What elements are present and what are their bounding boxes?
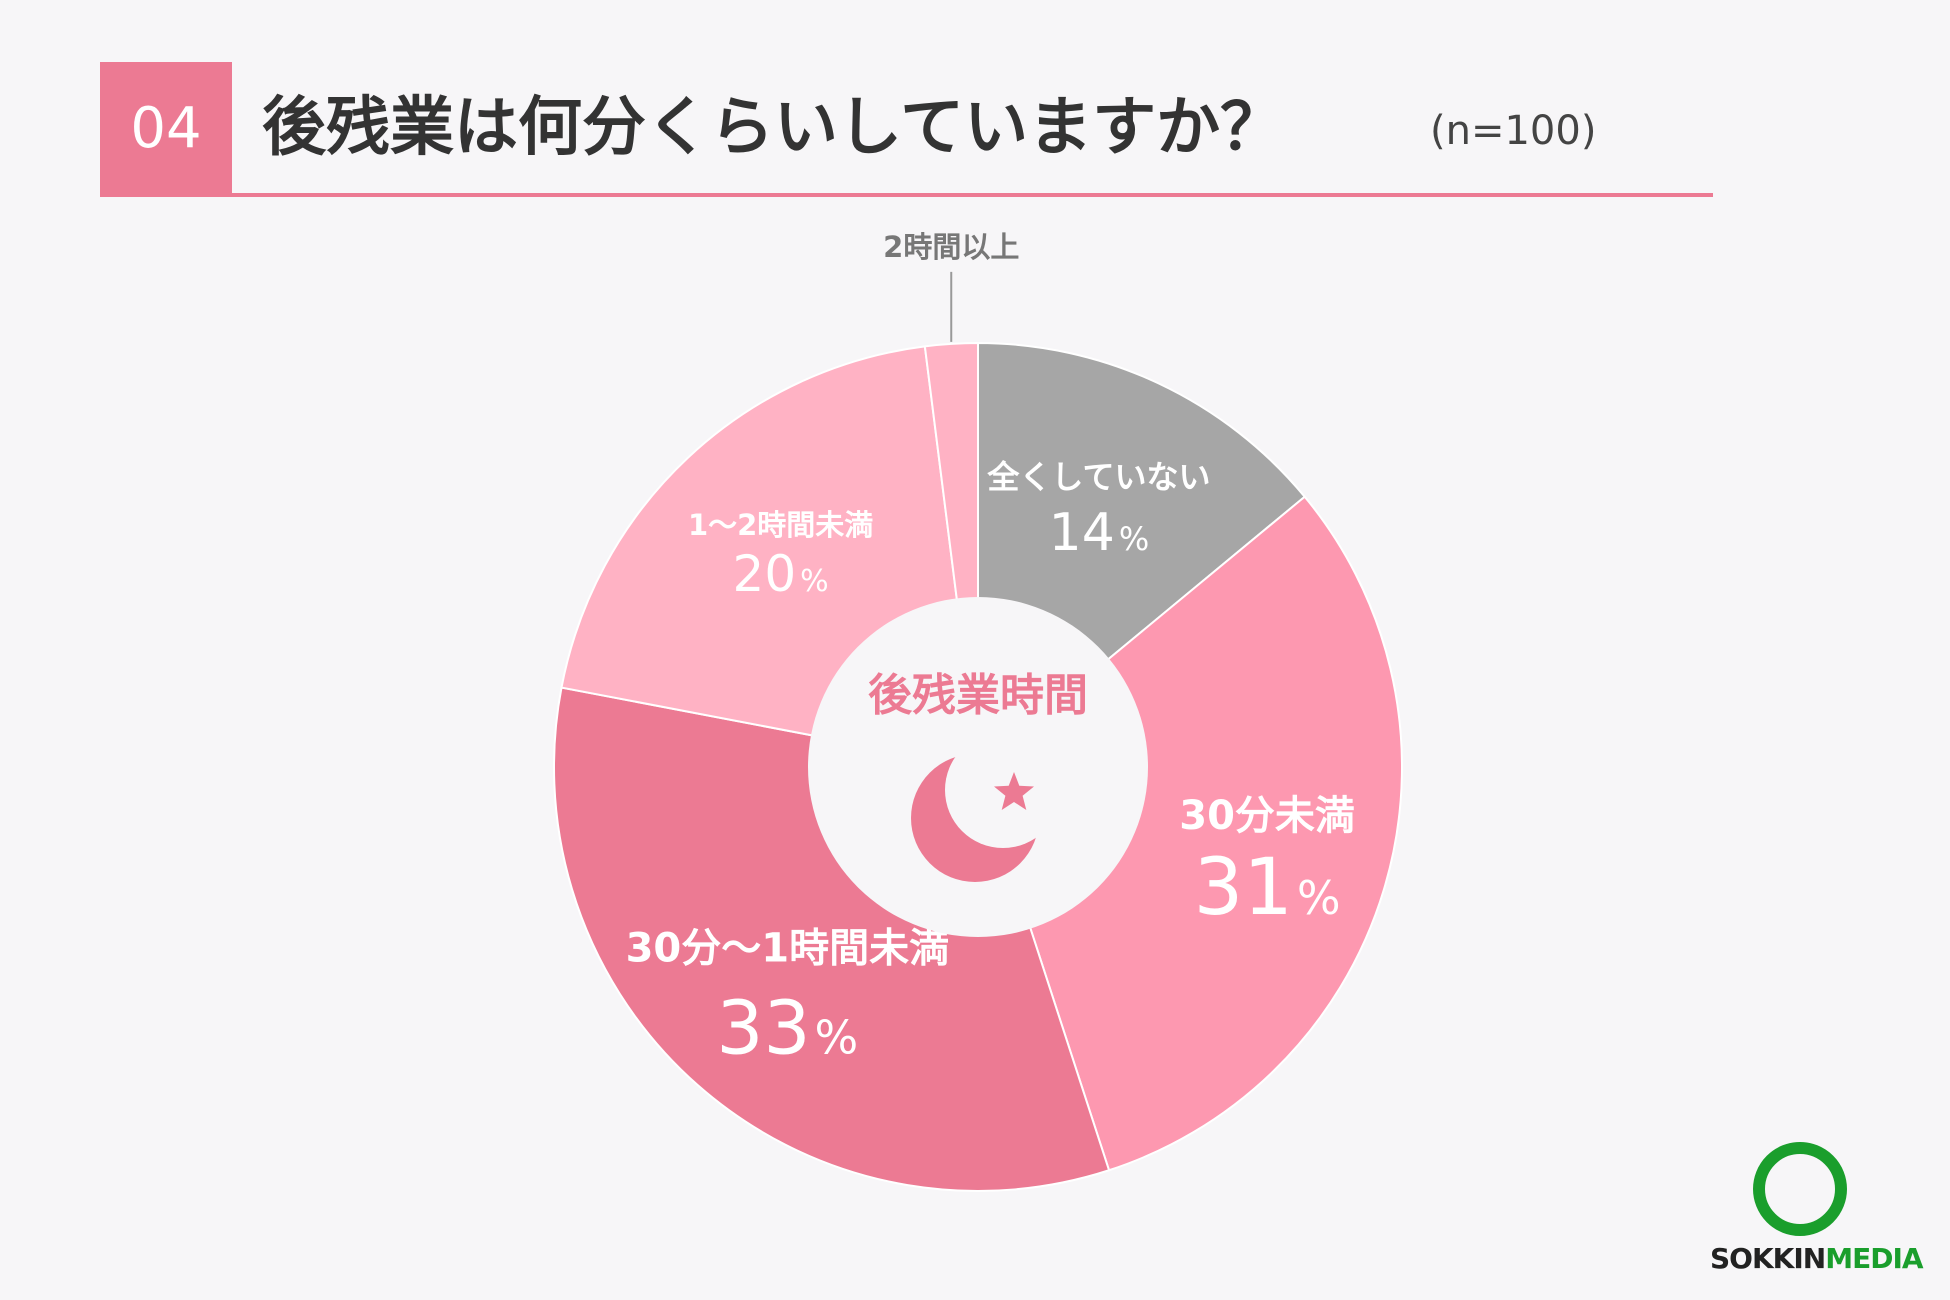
slice-label: 1〜2時間未満 [688, 508, 873, 542]
center-label: 後残業時間 [868, 670, 1088, 721]
moon-star-icon [911, 732, 1061, 882]
slice-value: 20% [733, 545, 829, 603]
chart-header: 04 後残業は何分くらいしていますか？ (n=100) [100, 62, 1713, 197]
pie-slice [976, 495, 1403, 1172]
logo-ring-icon [1753, 1142, 1847, 1236]
slice-label: 30分〜1時間未満 [626, 925, 950, 971]
slice-value: 14% [1049, 503, 1150, 563]
slice-label: 全くしていない [986, 458, 1210, 496]
slice-value: 31% [1194, 843, 1341, 933]
slice-label: 2時間以上 [883, 230, 1019, 264]
question-number: 04 [100, 62, 232, 195]
sokkin-media-logo: SOKKINMEDIA [1710, 1140, 1924, 1280]
page-title: 後残業は何分くらいしていますか？ [262, 91, 1285, 165]
logo-text: SOKKINMEDIA [1710, 1242, 1924, 1275]
slice-value: 33% [716, 985, 858, 1071]
title-underline [100, 193, 1713, 197]
sample-size: (n=100) [1430, 108, 1597, 154]
slice-label: 30分未満 [1179, 793, 1355, 839]
